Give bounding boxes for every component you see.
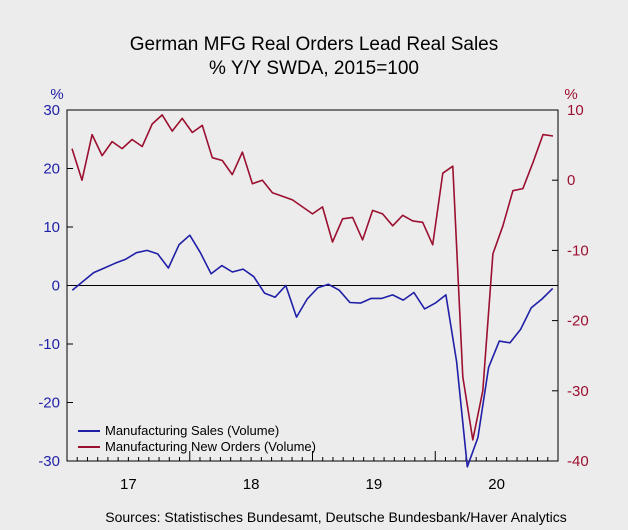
right-tick-label: 10 (567, 102, 584, 119)
orders-series-line (71, 114, 554, 441)
x-tick-label: 19 (366, 476, 383, 493)
x-tick-label: 18 (243, 476, 260, 493)
series-layer (71, 114, 554, 468)
x-tick-label: 20 (488, 476, 505, 493)
x-tick-label: 17 (120, 476, 137, 493)
sales-series-line (71, 234, 554, 468)
tick-labels-layer: 30 20 10 0 -10 -20 -30 10 0 -10 -20 -30 -40 17 18 19 20 (38, 102, 588, 493)
right-axis-unit: % (564, 86, 577, 103)
left-axis-unit: % (50, 86, 63, 103)
chart-title: German MFG Real Orders Lead Real Sales (130, 34, 499, 55)
chart-subtitle: % Y/Y SWDA, 2015=100 (209, 58, 419, 79)
left-tick-label: -20 (38, 395, 60, 412)
left-tick-label: 20 (43, 161, 60, 178)
right-tick-label: -20 (567, 313, 589, 330)
legend-sales-label: Manufacturing Sales (Volume) (105, 423, 279, 438)
legend-orders-label: Manufacturing New Orders (Volume) (105, 439, 316, 454)
right-tick-label: -10 (567, 242, 589, 259)
axis-ticks-layer (67, 109, 558, 462)
left-tick-label: 10 (43, 219, 60, 236)
left-tick-label: -30 (38, 453, 60, 470)
left-tick-label: 30 (43, 102, 60, 119)
left-tick-label: -10 (38, 336, 60, 353)
right-tick-label: -40 (567, 453, 589, 470)
left-tick-label: 0 (52, 278, 60, 295)
right-tick-label: 0 (567, 172, 575, 189)
right-tick-label: -30 (567, 383, 589, 400)
legend: Manufacturing Sales (Volume) Manufacturi… (78, 423, 316, 454)
source-line: Sources: Statistisches Bundesamt, Deutsc… (105, 509, 566, 525)
